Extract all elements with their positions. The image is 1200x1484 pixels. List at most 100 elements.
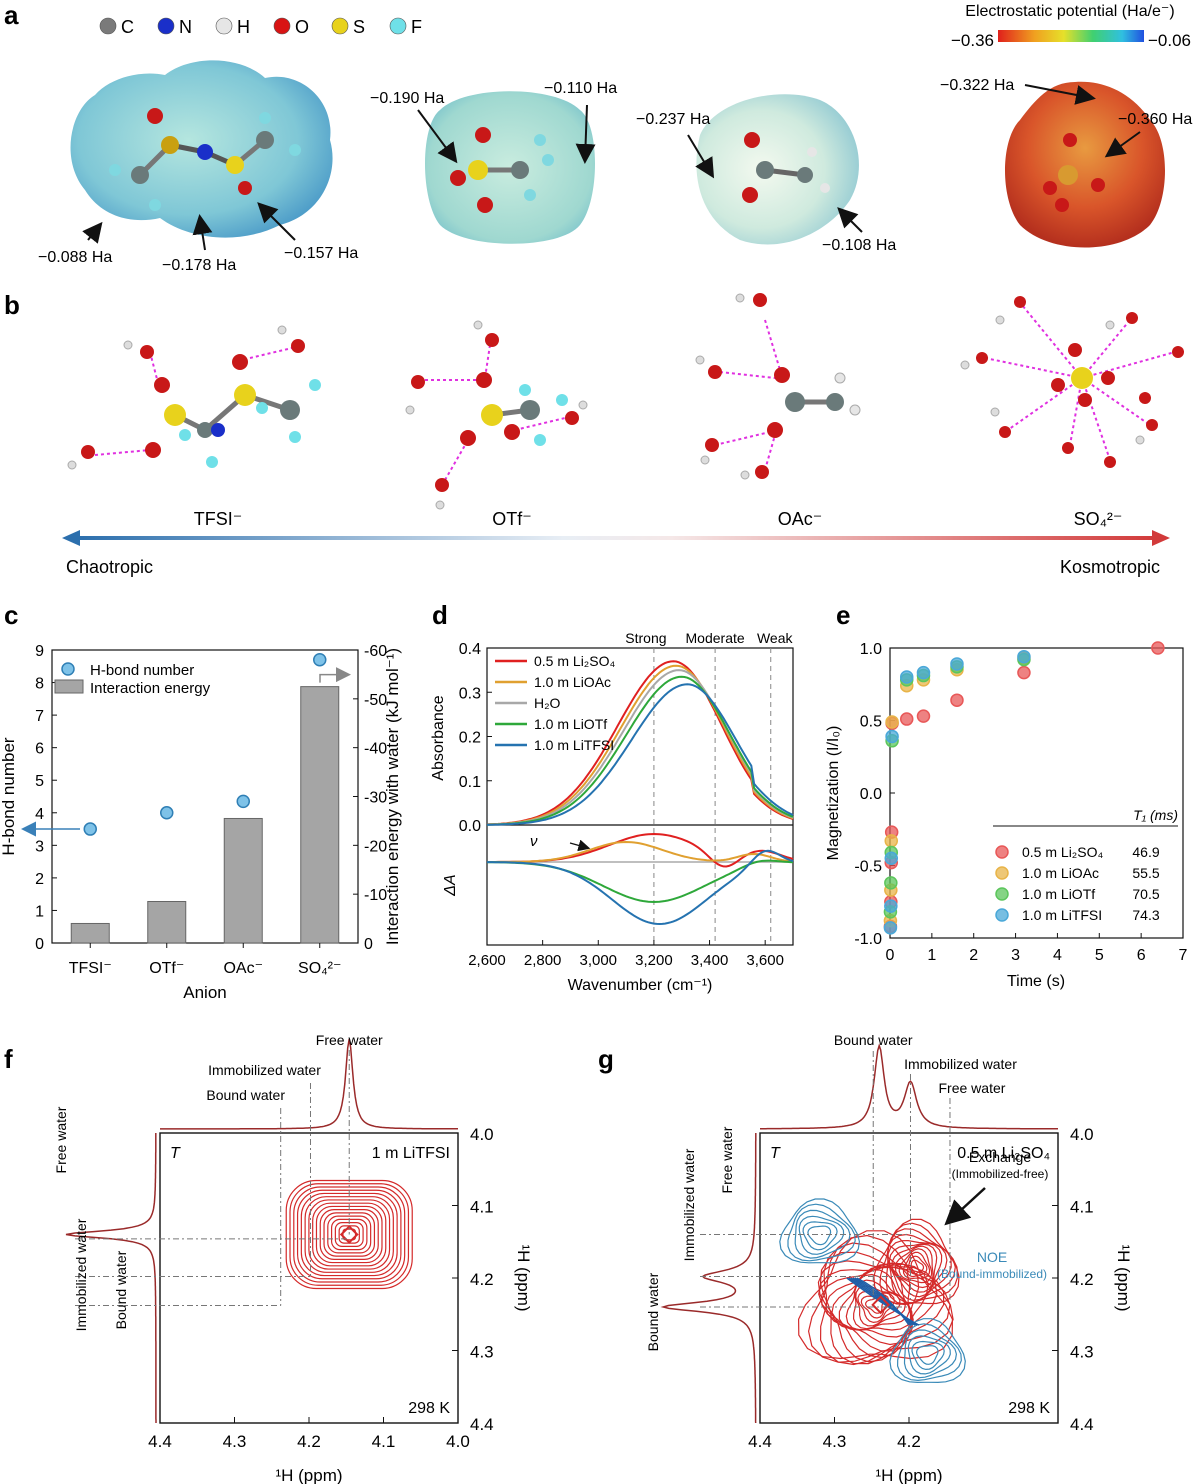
chart-e-yticklabel: 1.0 <box>860 641 882 658</box>
chartF-sample-label: 1 m LiTFSI <box>372 1145 450 1162</box>
chart-e-t1-value: 55.5 <box>1132 865 1159 881</box>
chartF-top-label-bound: Bound water <box>206 1087 285 1103</box>
chart-e-xticklabel: 3 <box>1011 947 1020 964</box>
esp-label-otf-1: −0.190 Ha <box>370 90 444 107</box>
chart-d-yticklabel: 0.3 <box>459 685 481 702</box>
chartG-side-label-free: Free water <box>719 1126 735 1193</box>
chartG-top-projection <box>760 1043 1058 1130</box>
chart-d-nu-ch-arrow <box>569 839 591 852</box>
esp-min: −0.36 <box>951 31 994 50</box>
chart-c-yticklabel-right: -60 <box>364 643 387 660</box>
chartG-top-label-bound: Bound water <box>834 1032 913 1048</box>
atom-legend-swatch-c <box>99 17 117 35</box>
chart-e-legend-swatch <box>995 845 1009 859</box>
chart-c-yticklabel-right: -20 <box>364 838 387 855</box>
chart-e-legend-swatch <box>995 866 1009 880</box>
chartG-contour <box>855 1285 901 1327</box>
panel-label-c: c <box>4 600 18 630</box>
panel-label-g: g <box>598 1044 614 1074</box>
chart-e-xticklabel: 0 <box>886 947 895 964</box>
chart-d-xticklabel: 2,800 <box>524 952 562 969</box>
chart-d-yticklabel: 0.4 <box>459 641 481 658</box>
atom-legend-label-c: C <box>121 17 134 37</box>
chart-d-yticklabel: 0.0 <box>459 818 481 835</box>
chart-e-xlabel: Time (s) <box>1007 973 1065 990</box>
chart-e-xticklabel: 6 <box>1137 947 1146 964</box>
chaotropic-label: Chaotropic <box>66 557 153 577</box>
chartG-contour <box>903 1329 958 1379</box>
atom-legend-label-f: F <box>411 17 422 37</box>
chartG-contour <box>794 1209 851 1259</box>
chart-d-difference-line <box>487 849 794 926</box>
chart-e-t1-header: T₁ (ms) <box>1133 807 1178 823</box>
chartG-contour <box>885 1228 956 1306</box>
panel-label-e: e <box>836 600 850 630</box>
chart-e-point <box>883 921 898 935</box>
esp-label-oac-1: −0.237 Ha <box>636 111 710 128</box>
chart-c-xlabel: Anion <box>183 983 226 1002</box>
anion-label-oac: OAc⁻ <box>778 509 823 529</box>
esp-label-tfsi-3: −0.157 Ha <box>284 245 358 262</box>
chart-c: 0 1 2 3 4 5 6 7 8 9 0 -10 -20 -30 -40 -50 -60 TFSI⁻ OTf⁻ OA… <box>0 643 402 1002</box>
chartG-side-label-bound: Bound water <box>645 1272 661 1351</box>
chartG-peak-center <box>871 1295 891 1315</box>
chartG-contour <box>889 1318 966 1384</box>
chart-c-hbond-point <box>236 794 250 809</box>
esp-title: Electrostatic potential (Ha/e⁻) <box>965 3 1174 20</box>
chartG-contour <box>879 1222 959 1306</box>
otf-hydration-structure <box>405 320 588 510</box>
chartG-contour <box>891 1243 938 1293</box>
chartF-side-label-free: Free water <box>53 1106 69 1173</box>
chart-d-xticklabel: 3,400 <box>691 952 729 969</box>
chart-d-xticklabel: 3,000 <box>579 952 617 969</box>
chart-c-xticklabel: OTf⁻ <box>149 960 184 977</box>
atom-legend-label-s: S <box>353 17 365 37</box>
chartF-contour <box>312 1202 387 1267</box>
chart-e-xticklabel: 4 <box>1053 947 1062 964</box>
chartF-contour <box>342 1228 357 1241</box>
chartF-side-label-bound: Bound water <box>113 1250 129 1329</box>
chartG-contour <box>846 1277 920 1326</box>
kosmotropic-label: Kosmotropic <box>1060 557 1160 577</box>
chart-d-series-line <box>486 683 794 826</box>
panel-label-d: d <box>432 600 448 630</box>
chaotropic-kosmotropic-arrow <box>62 530 1170 546</box>
chartF-peak-center <box>339 1225 359 1244</box>
chartF-contour <box>323 1212 376 1257</box>
atom-legend-label-o: O <box>295 17 309 37</box>
panel-label-a: a <box>4 0 19 30</box>
chartF-contour <box>304 1196 394 1273</box>
chartG-xticklabel: 4.4 <box>748 1432 772 1451</box>
chart-d-legend-label: 1.0 m LiOTf <box>534 716 607 732</box>
chartG-contour <box>907 1335 951 1375</box>
chart-e-point <box>1017 649 1031 664</box>
chart-d-series-line <box>486 669 794 826</box>
chart-e-legend-label: 1.0 m LiTFSI <box>1022 907 1102 923</box>
chartF-yticklabel: 4.1 <box>470 1198 494 1217</box>
chart-c-legend-hbond: H-bond number <box>90 662 194 679</box>
chartG-noe-sub: (Bound-immobilized) <box>937 1267 1047 1281</box>
chart-c-yticklabel-right: -30 <box>364 790 387 807</box>
chartF-xticklabel: 4.0 <box>446 1432 470 1451</box>
chart-c-yticklabel-left: 4 <box>35 806 44 823</box>
chart-c-yticklabel-right: -50 <box>364 692 387 709</box>
chartG-tmix-label: T <box>770 1145 781 1162</box>
oac-esp-surface <box>696 94 859 245</box>
chart-e-t1-value: 46.9 <box>1132 844 1159 860</box>
chart-c-yticklabel-right: -10 <box>364 887 387 904</box>
chartF-yticklabel: 4.2 <box>470 1270 494 1289</box>
chart-d-ylabel-bottom: ΔA <box>442 874 459 896</box>
chartF-xticklabel: 4.4 <box>148 1432 172 1451</box>
atom-legend-label-n: N <box>179 17 192 37</box>
chartF-yticklabel: 4.3 <box>470 1343 494 1362</box>
chartF-contour <box>327 1215 372 1254</box>
chart-c-bar <box>223 817 263 944</box>
chart-c-hbond-point <box>83 822 97 836</box>
chart-c-hbond-point <box>160 806 174 820</box>
chartG-xlabel: ¹H (ppm) <box>875 1466 942 1484</box>
chartG-xticklabel: 4.3 <box>823 1432 847 1451</box>
chart-d-frame <box>486 647 794 946</box>
esp-max: −0.06 <box>1148 31 1191 50</box>
chart-c-ylabel-right: Interaction energy with water (kJ mol⁻¹) <box>383 648 402 945</box>
esp-label-oac-2: −0.108 Ha <box>822 237 896 254</box>
